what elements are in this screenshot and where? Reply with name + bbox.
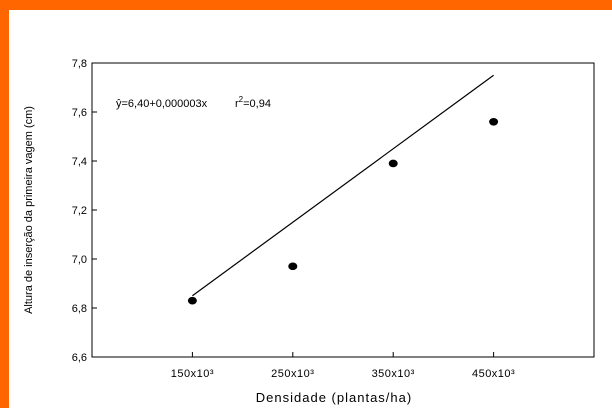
x-tick-label: 450x10³ [472,368,515,380]
r-squared-superscript: 2 [239,95,244,104]
y-tick-label: 7,0 [72,254,87,266]
regression-equation: ŷ=6,40+0,000003x [116,98,208,110]
y-axis-title: Altura de inserção da primeira vagem (cm… [23,106,35,314]
y-tick-label: 7,4 [72,156,87,168]
y-tick-label: 7,6 [72,107,87,119]
r-squared-value: =0,94 [243,98,271,110]
y-tick-label: 6,8 [72,303,87,315]
y-tick-label: 6,6 [72,352,87,364]
regression-line [192,74,494,297]
data-point [187,296,197,305]
data-point [489,118,499,126]
data-point [388,159,398,168]
x-axis: 150x10³ 250x10³ 350x10³ 450x10³ [171,352,515,380]
x-tick-label: 150x10³ [171,368,214,380]
data-points [187,118,499,305]
chart-panel: 6,6 6,8 7,0 7,2 7,4 7,6 7,8 150x10³ 250x10³ 350x… [9,10,612,408]
x-tick-label: 350x10³ [372,368,415,380]
r-squared-label: r2=0,94 [235,95,271,110]
y-axis: 6,6 6,8 7,0 7,2 7,4 7,6 7,8 [72,58,97,364]
regression-line-group [192,74,494,297]
y-tick-label: 7,2 [72,205,87,217]
scatter-chart: 6,6 6,8 7,0 7,2 7,4 7,6 7,8 150x10³ 250x10³ 350x… [23,58,595,405]
y-tick-label: 7,8 [72,58,87,70]
x-axis-title: Densidade (plantas/ha) [256,390,412,405]
x-tick-label: 250x10³ [271,368,314,380]
data-point [288,262,298,271]
r-squared-base: r [235,98,239,110]
